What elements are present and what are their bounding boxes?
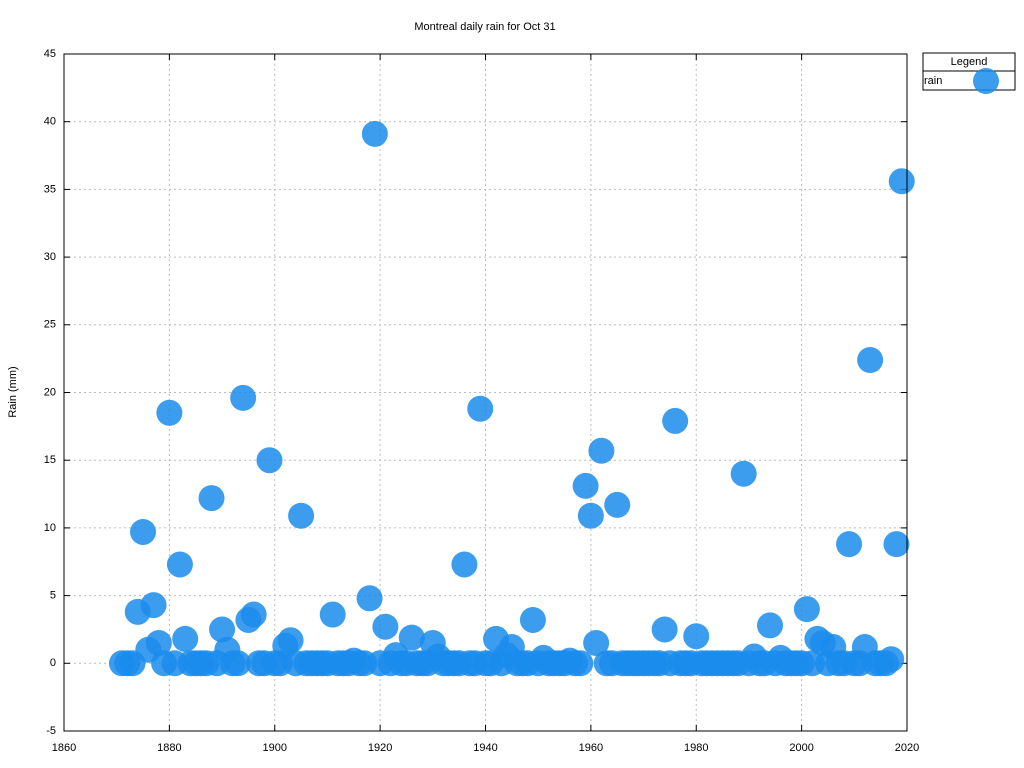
y-tick-label: 45 (44, 48, 56, 60)
x-tick-label: 1860 (52, 742, 76, 754)
scatter-point (567, 650, 594, 677)
scatter-point (519, 606, 546, 633)
scatter-point (604, 491, 631, 518)
y-tick-label: 40 (44, 116, 56, 128)
scatter-point (883, 531, 910, 558)
y-tick-label: -5 (46, 725, 56, 737)
scatter-point (288, 502, 315, 529)
x-tick-label: 1940 (473, 742, 497, 754)
x-tick-label: 1900 (263, 742, 287, 754)
plot-frame (63, 53, 908, 732)
y-tick-label: 15 (44, 454, 56, 466)
scatter-point (319, 601, 346, 628)
chart-title: Montreal daily rain for Oct 31 (414, 21, 555, 33)
plot-area (63, 53, 915, 732)
scatter-point (572, 472, 599, 499)
scatter-point (224, 650, 251, 677)
y-axis-label: Rain (mm) (7, 366, 19, 417)
scatter-point (166, 551, 193, 578)
scatter-point (651, 616, 678, 643)
scatter-point (588, 437, 615, 464)
scatter-point (277, 627, 304, 654)
scatter-point (878, 646, 905, 673)
x-tick-label: 1920 (368, 742, 392, 754)
legend-label: rain (924, 75, 942, 87)
scatter-point (361, 120, 388, 147)
scatter-point (683, 623, 710, 650)
scatter-point (793, 596, 820, 623)
scatter-point (757, 612, 784, 639)
scatter-point (256, 447, 283, 474)
legend-marker (973, 68, 999, 94)
scatter-point (130, 518, 157, 545)
scatter-point (172, 625, 199, 652)
y-tick-label: 20 (44, 386, 56, 398)
scatter-point (398, 624, 425, 651)
x-tick-label: 1960 (579, 742, 603, 754)
x-tick-label: 1980 (684, 742, 708, 754)
y-tick-label: 0 (50, 657, 56, 669)
x-tick-label: 1880 (157, 742, 181, 754)
scatter-point (577, 502, 604, 529)
y-tick-label: 35 (44, 183, 56, 195)
scatter-point (583, 629, 610, 656)
scatter-point (230, 384, 257, 411)
scatter-point (356, 585, 383, 612)
scatter-point (836, 531, 863, 558)
scatter-point (730, 460, 757, 487)
scatter-point (467, 395, 494, 422)
y-tick-label: 10 (44, 522, 56, 534)
legend-title: Legend (951, 56, 988, 68)
scatter-point (451, 551, 478, 578)
scatter-point (857, 347, 884, 374)
scatter-point (198, 485, 225, 512)
scatter-point (372, 613, 399, 640)
y-tick-label: 25 (44, 319, 56, 331)
scatter-point (156, 399, 183, 426)
y-tick-label: 30 (44, 251, 56, 263)
scatter-point (662, 407, 689, 434)
scatter-point (240, 601, 267, 628)
scatter-point (145, 629, 172, 656)
x-tick-label: 2020 (895, 742, 919, 754)
scatter-point (140, 592, 167, 619)
scatter-point (209, 616, 236, 643)
scatter-point (888, 168, 915, 195)
y-tick-label: 5 (50, 590, 56, 602)
x-tick-label: 2000 (789, 742, 813, 754)
